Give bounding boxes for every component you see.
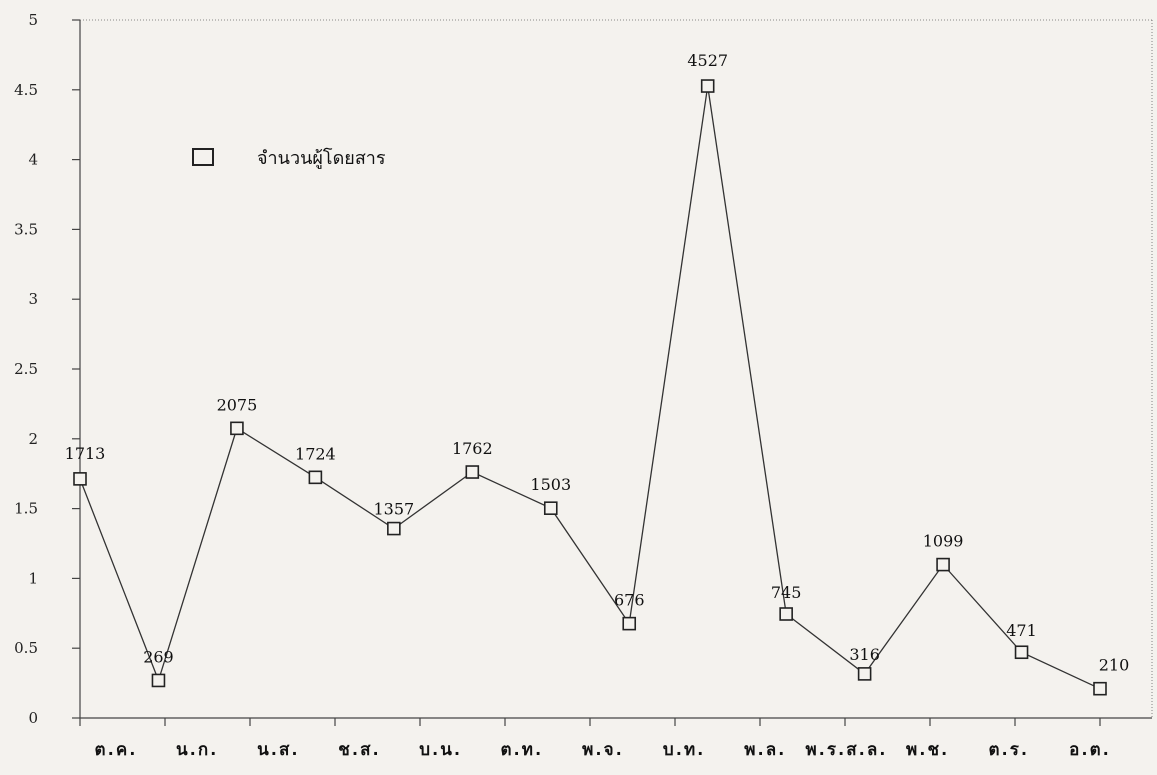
legend-label: จำนวนผู้โดยสาร [257,147,386,169]
data-value-label: 1357 [373,500,414,519]
data-value-label: 4527 [687,51,728,70]
axes [79,19,1153,719]
data-value-label: 1762 [452,439,493,458]
x-axis-ticks: ต.ค. น.ก. น.ส. ช.ส. บ.น. ต.ท. พ.จ. บ.ท. พ.ล. พ.ร.… [79,718,1111,760]
y-tick-label: 0.5 [14,639,38,657]
data-point-marker [387,521,401,536]
data-point-marker [700,79,715,93]
data-point-marker [779,607,793,621]
x-category-label: ต.ร. [989,740,1030,760]
data-point-marker [230,421,244,436]
y-tick-label: 4.5 [14,81,38,99]
x-category-label: น.ก. [176,740,218,760]
data-point-marker [308,470,323,485]
x-category-label: ต.ค. [95,740,138,760]
data-value-label: 1713 [65,444,106,463]
data-point-marker [1093,681,1107,696]
data-value-label: 1724 [295,444,336,463]
data-value-label: 269 [143,647,174,666]
data-value-label: 676 [614,591,645,610]
y-tick-label: 3.5 [14,220,38,238]
x-category-label: บ.น. [419,740,462,760]
data-point-marker [465,465,480,479]
series-polyline [79,85,1101,690]
y-tick-label: 2 [28,430,38,448]
x-category-label: บ.ท. [663,740,705,760]
x-category-label: พ.ร.ส.ล. [805,740,887,760]
y-tick-label: 2.5 [14,360,38,378]
series-line [79,85,1101,690]
data-value-label: 1503 [530,475,571,494]
y-tick-label: 1.5 [14,500,38,518]
x-category-label: ต.ท. [500,740,543,760]
data-point-marker [543,501,558,515]
legend-marker-icon [192,148,214,166]
data-point-marker [622,616,637,631]
data-value-label: 316 [849,645,880,664]
data-value-label: 745 [771,583,802,602]
data-markers [73,79,1107,696]
x-category-label: พ.ล. [744,740,786,760]
data-point-marker [73,472,87,486]
x-category-label: พ.จ. [582,740,624,760]
y-tick-label: 5 [28,11,38,29]
data-point-marker [857,667,872,681]
data-value-label: 1099 [923,532,964,551]
x-category-label: พ.ช. [906,740,949,760]
data-point-marker [151,673,166,688]
legend: จำนวนผู้โดยสาร [192,147,386,169]
data-point-marker [936,557,950,572]
x-category-label: น.ส. [257,740,299,760]
data-labels: 1713 269 2075 1724 1357 1762 1503 676 4527 745 316… [65,51,1130,675]
x-category-label: อ.ต. [1069,740,1111,760]
y-axis-ticks: 0 0.5 1 1.5 2 2.5 3 3.5 4 4.5 5 [14,11,80,727]
y-tick-label: 0 [28,709,38,727]
y-tick-label: 3 [28,290,38,308]
y-tick-label: 1 [28,569,38,587]
data-value-label: 471 [1006,621,1037,640]
x-category-label: ช.ส. [338,740,380,760]
data-value-label: 2075 [217,395,258,414]
data-value-label: 210 [1099,656,1130,675]
data-point-marker [1014,645,1029,660]
y-tick-label: 4 [28,151,38,169]
